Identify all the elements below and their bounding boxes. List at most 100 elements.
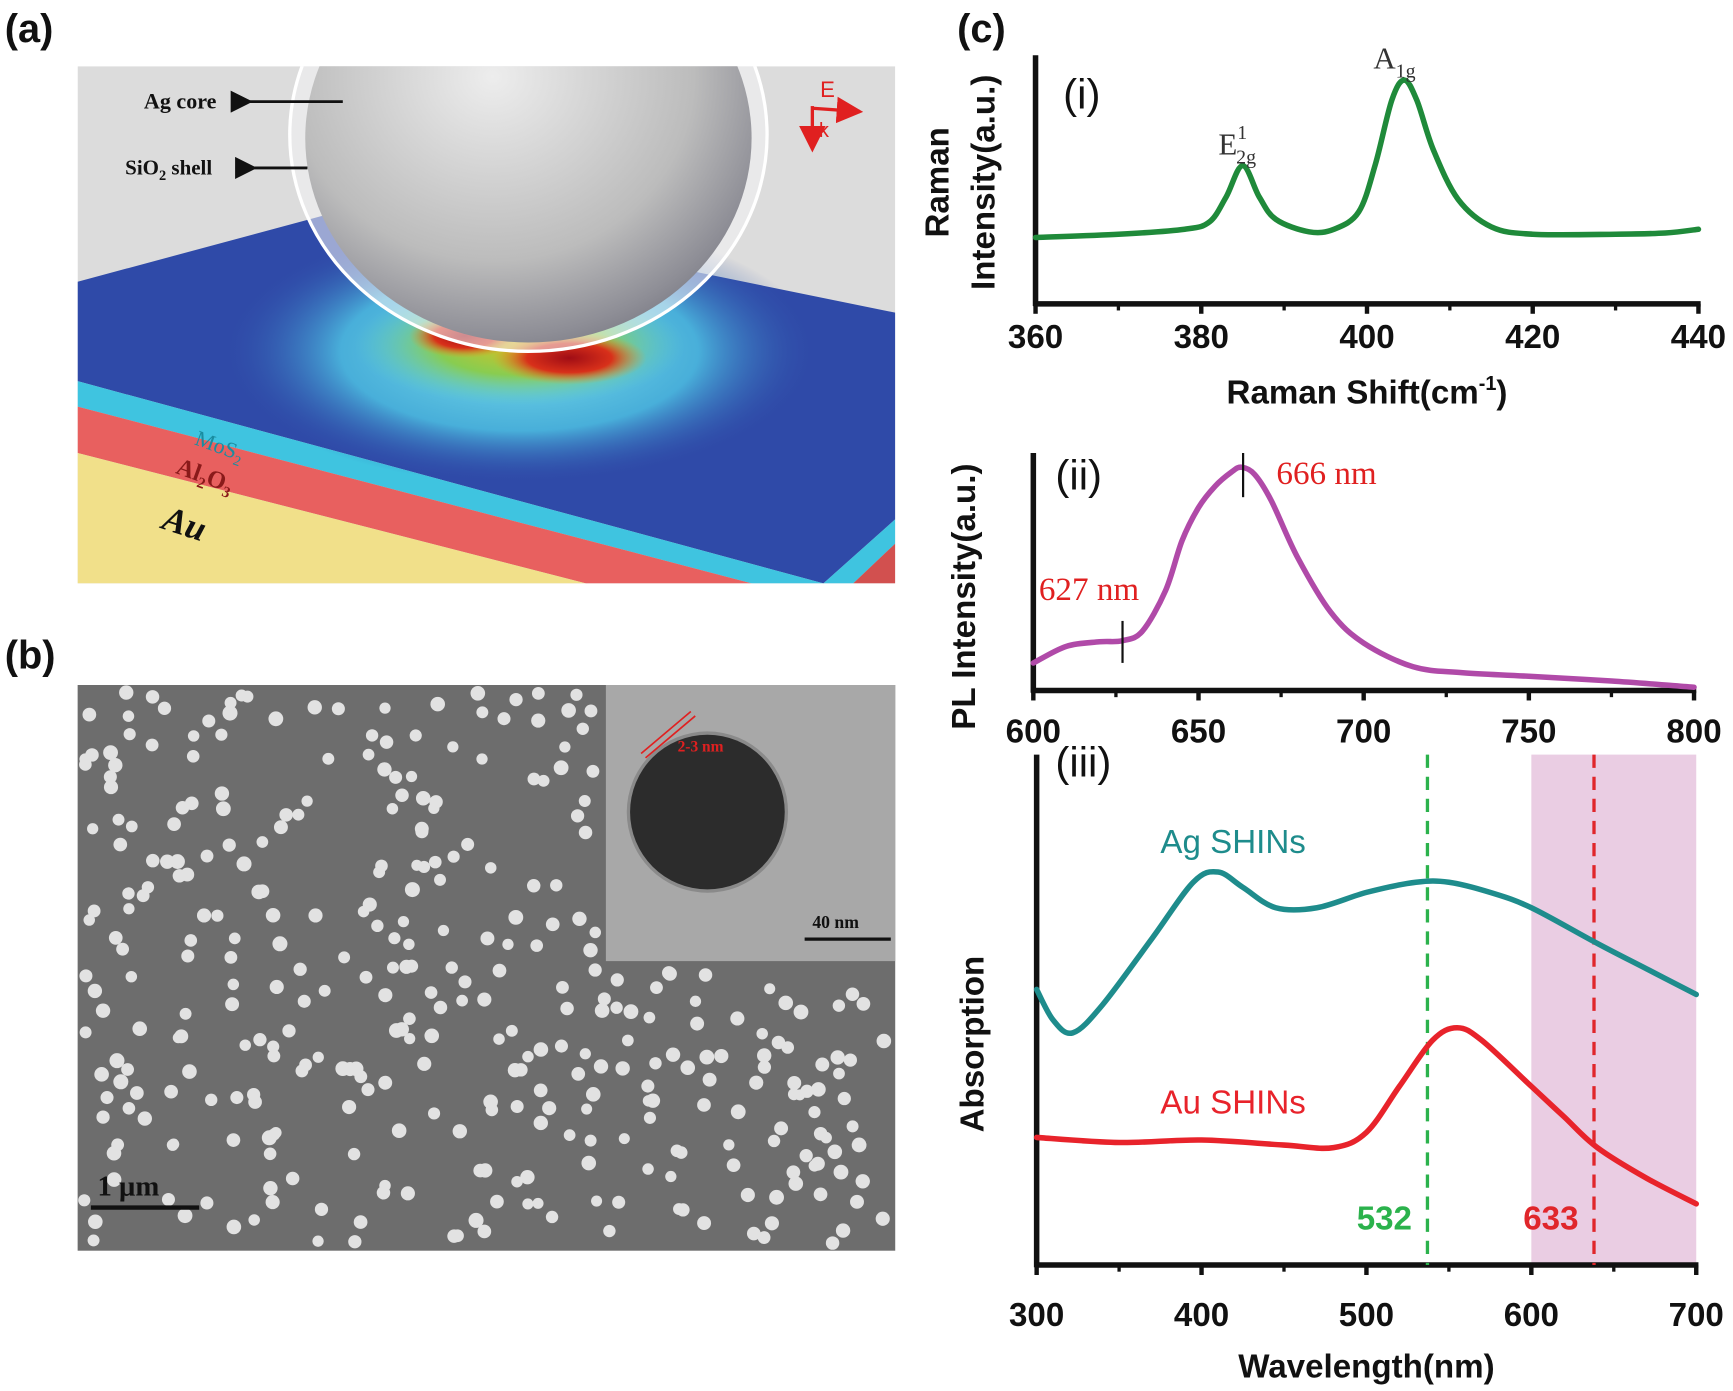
nanoparticle — [556, 980, 569, 994]
nanoparticle — [265, 907, 281, 923]
nanoparticle — [200, 1196, 214, 1210]
nanoparticle — [314, 1202, 329, 1216]
k-vector-label: k — [819, 120, 829, 142]
nanoparticle — [267, 1049, 281, 1063]
nanoparticle — [690, 1016, 705, 1031]
mos2-layer-side — [823, 519, 896, 584]
nanoparticle — [116, 942, 130, 956]
nanoparticle — [177, 1208, 193, 1224]
nanoparticle — [361, 1083, 375, 1097]
polarization-axes-icon — [799, 96, 864, 153]
nanoparticle — [508, 909, 524, 925]
tem-inset — [605, 685, 896, 962]
nanoparticle — [248, 1095, 262, 1109]
nanoparticle — [527, 772, 541, 786]
nanoparticle — [267, 1040, 280, 1053]
nanoparticle — [167, 817, 181, 831]
peak-label-627: 627 nm — [1039, 571, 1140, 608]
nanoparticle — [166, 1139, 179, 1151]
y-axis-label: Raman — [919, 127, 956, 237]
nanoparticle — [827, 1144, 843, 1160]
nanoparticle — [87, 904, 101, 918]
nanoparticle — [458, 975, 472, 989]
nanoparticle — [511, 1175, 523, 1188]
nanoparticle — [757, 1060, 772, 1074]
nanoparticle — [584, 704, 598, 718]
nanoparticle — [112, 813, 125, 826]
nanoparticle — [285, 1171, 300, 1186]
inset-scale-bar-label: 40 nm — [812, 912, 859, 932]
nanoparticle — [145, 738, 159, 752]
nanoparticle — [673, 1203, 685, 1215]
nanoparticle — [764, 983, 776, 995]
nanoparticle — [225, 997, 240, 1012]
chart-1: 360 380 400 420 440 (i) Raman Intensity(a.u.) Ra… — [919, 41, 1726, 412]
laser-label: 532 — [1357, 1201, 1412, 1238]
nanoparticle — [122, 1101, 136, 1115]
nanoparticle — [680, 1060, 696, 1076]
nanoparticle — [437, 924, 450, 937]
nanoparticle — [643, 1011, 656, 1024]
nanoparticle — [111, 1138, 125, 1152]
nanoparticle — [845, 987, 860, 1001]
nanoparticle — [470, 685, 486, 701]
nanoparticle — [79, 753, 91, 765]
nanoparticle — [282, 1024, 296, 1038]
nanoparticle — [362, 748, 375, 761]
series-au-shins — [1033, 1024, 1700, 1207]
x-tick-label: 400 — [1339, 319, 1394, 356]
nanoparticle — [649, 1057, 662, 1070]
shell-thickness-label: 2-3 nm — [678, 738, 724, 755]
nanoparticle — [542, 1101, 557, 1116]
nanoparticle — [365, 729, 379, 742]
nanoparticle — [353, 1215, 368, 1229]
nanoparticle — [793, 1004, 809, 1020]
nanoparticle — [174, 1029, 189, 1044]
nanoparticle — [400, 1186, 415, 1201]
nanoparticle — [623, 1004, 639, 1019]
nanoparticle — [263, 1180, 278, 1196]
nanoparticle — [545, 1210, 559, 1224]
nanoparticle — [825, 1236, 840, 1250]
nanoparticle — [170, 854, 185, 869]
nanoparticle — [253, 1033, 267, 1047]
nanoparticle — [851, 1137, 867, 1153]
nanoparticle — [415, 790, 431, 806]
nanoparticle — [813, 1187, 828, 1202]
nanoparticle — [132, 1021, 148, 1037]
nanoparticle — [452, 1124, 467, 1139]
nanoparticle — [531, 686, 545, 700]
nanoparticle — [530, 939, 544, 952]
nanoparticle — [502, 938, 514, 951]
e-field-label: E — [820, 77, 835, 102]
nanoparticle — [87, 1234, 100, 1247]
nanoparticle — [497, 712, 511, 726]
nanoparticle — [837, 1091, 851, 1106]
al2o3-layer-side — [853, 543, 896, 584]
nanoparticle — [211, 909, 224, 922]
nanoparticle — [699, 1049, 715, 1065]
nanoparticle — [618, 1133, 630, 1145]
nanoparticle — [160, 854, 175, 869]
nanoparticle — [813, 1126, 828, 1141]
tem-core-particle — [630, 734, 785, 890]
nanoparticle — [550, 879, 563, 892]
nanoparticle — [526, 879, 541, 893]
al2o3-layer — [77, 406, 752, 584]
nanoparticle — [522, 1050, 534, 1063]
nanoparticle — [781, 1041, 795, 1054]
nanoparticle — [477, 1224, 492, 1239]
nanoparticle — [597, 992, 611, 1006]
nanoparticle — [476, 706, 489, 719]
peak-label-666: 666 nm — [1276, 455, 1377, 492]
nanoparticle — [832, 999, 846, 1012]
nanoparticle — [571, 1067, 586, 1081]
nanoparticle — [236, 856, 252, 872]
nanoparticle — [272, 936, 288, 952]
nanoparticle — [226, 1219, 242, 1235]
nanoparticle — [586, 764, 600, 778]
nanoparticle — [301, 795, 313, 807]
panel-b-label: (b) — [5, 633, 56, 677]
nanoparticle — [767, 1134, 781, 1148]
